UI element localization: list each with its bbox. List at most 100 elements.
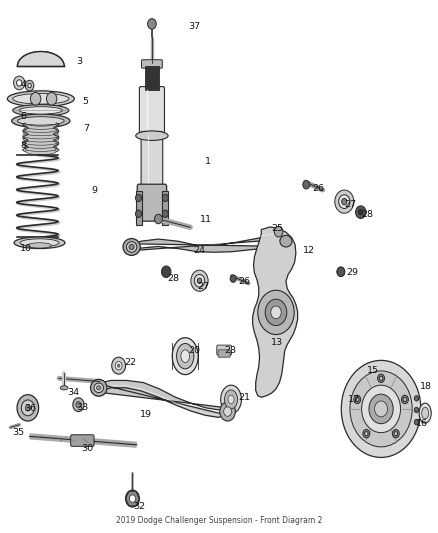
FancyBboxPatch shape [139,87,164,138]
FancyBboxPatch shape [141,60,162,68]
Circle shape [46,92,57,105]
Ellipse shape [221,385,241,414]
Circle shape [115,361,122,370]
Ellipse shape [18,117,64,125]
Ellipse shape [127,241,137,252]
Text: 8: 8 [20,141,26,150]
Text: 25: 25 [271,224,283,233]
Circle shape [392,430,399,438]
Text: 28: 28 [167,273,179,282]
Ellipse shape [25,123,57,130]
Circle shape [274,227,283,237]
Circle shape [414,395,419,401]
Circle shape [220,402,235,421]
FancyBboxPatch shape [137,184,166,221]
Circle shape [25,80,34,91]
Circle shape [364,397,382,418]
Circle shape [194,274,205,287]
Text: 15: 15 [367,366,379,375]
Text: 9: 9 [92,185,97,195]
Circle shape [28,84,31,88]
FancyBboxPatch shape [217,345,231,355]
Circle shape [354,395,360,403]
Circle shape [76,401,81,408]
Ellipse shape [13,93,69,104]
Ellipse shape [24,142,58,148]
Circle shape [403,397,406,401]
Ellipse shape [24,126,58,133]
Text: 36: 36 [25,405,36,414]
Ellipse shape [97,386,101,390]
Ellipse shape [129,244,134,249]
Circle shape [402,395,408,403]
Text: 17: 17 [348,395,360,404]
Ellipse shape [25,145,57,151]
Ellipse shape [14,237,65,248]
Ellipse shape [23,139,59,145]
Text: 6: 6 [20,112,26,120]
Circle shape [374,401,388,417]
Circle shape [271,306,281,319]
Circle shape [155,214,162,224]
Ellipse shape [19,107,63,114]
Circle shape [379,376,383,381]
Ellipse shape [91,379,107,396]
Polygon shape [131,236,286,252]
Ellipse shape [23,133,59,139]
Text: 19: 19 [140,410,152,419]
Ellipse shape [228,395,234,403]
Circle shape [230,275,236,282]
Ellipse shape [419,403,431,423]
Ellipse shape [25,148,56,155]
Circle shape [148,19,156,29]
Bar [135,191,142,225]
Ellipse shape [172,338,198,375]
Ellipse shape [13,104,69,116]
Polygon shape [97,381,228,417]
Circle shape [350,371,412,447]
Circle shape [224,407,231,416]
Polygon shape [18,52,64,66]
Text: 33: 33 [76,403,88,413]
Ellipse shape [225,390,237,409]
Circle shape [162,194,168,201]
Circle shape [356,397,359,401]
Circle shape [31,92,41,105]
Text: 37: 37 [189,22,201,31]
Ellipse shape [177,343,194,369]
Ellipse shape [123,239,140,255]
Circle shape [378,374,385,383]
Circle shape [112,357,126,374]
Circle shape [17,394,39,421]
Ellipse shape [28,243,51,248]
Ellipse shape [20,239,59,247]
Text: 23: 23 [224,346,236,356]
Text: 21: 21 [238,393,251,402]
Text: 26: 26 [238,277,251,286]
Text: 12: 12 [303,246,315,255]
Bar [162,191,168,225]
Text: 11: 11 [199,214,212,223]
Text: 20: 20 [189,346,201,356]
Circle shape [135,194,141,201]
FancyBboxPatch shape [71,435,94,446]
Circle shape [135,210,141,217]
Text: 16: 16 [416,419,427,428]
Circle shape [126,490,139,507]
Circle shape [25,405,31,411]
Ellipse shape [422,407,429,419]
Circle shape [339,195,350,208]
Circle shape [21,400,34,416]
Circle shape [414,419,419,425]
Ellipse shape [181,350,190,362]
Ellipse shape [7,91,74,107]
Circle shape [335,190,354,213]
Circle shape [73,398,84,411]
Text: 18: 18 [420,382,432,391]
Text: 35: 35 [12,428,25,437]
Text: 7: 7 [83,124,89,133]
Bar [145,66,159,90]
Circle shape [369,394,393,424]
FancyBboxPatch shape [218,350,230,357]
Text: 4: 4 [20,80,26,89]
